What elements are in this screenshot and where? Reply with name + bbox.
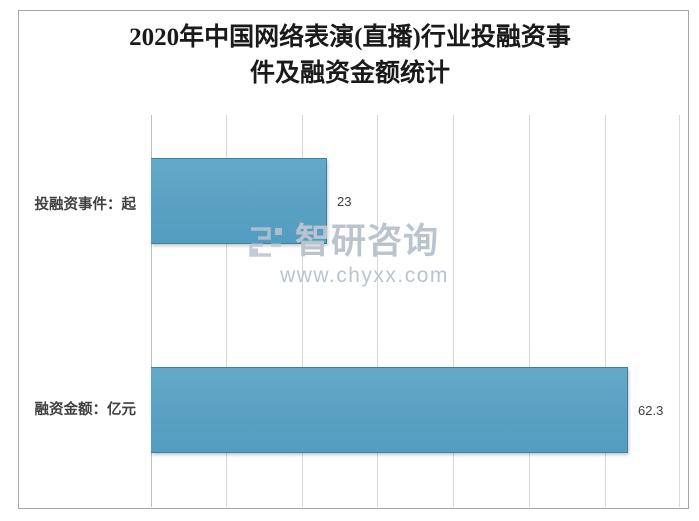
gridline-x-60 [605,115,606,507]
category-label-funding-amount: 融资金额：亿元 [34,402,137,418]
category-axis-line [151,115,152,507]
gridline-x-50 [529,115,530,507]
gridline-x-40 [453,115,454,507]
gridline-x-70 [679,115,680,507]
bar-funding-amount[interactable] [151,367,628,453]
value-label-funding-amount: 62.3 [638,403,664,418]
category-label-investment-events: 投融资事件：起 [34,197,137,213]
chart-title: 2020年中国网络表演(直播)行业投融资事 件及融资金额统计 [129,24,571,87]
gridline-x-20 [302,115,303,507]
gridline-x-10 [226,115,227,507]
value-label-investment-events: 23 [337,194,352,209]
gridline-x-30 [377,115,378,507]
bar-investment-events[interactable] [151,158,327,244]
